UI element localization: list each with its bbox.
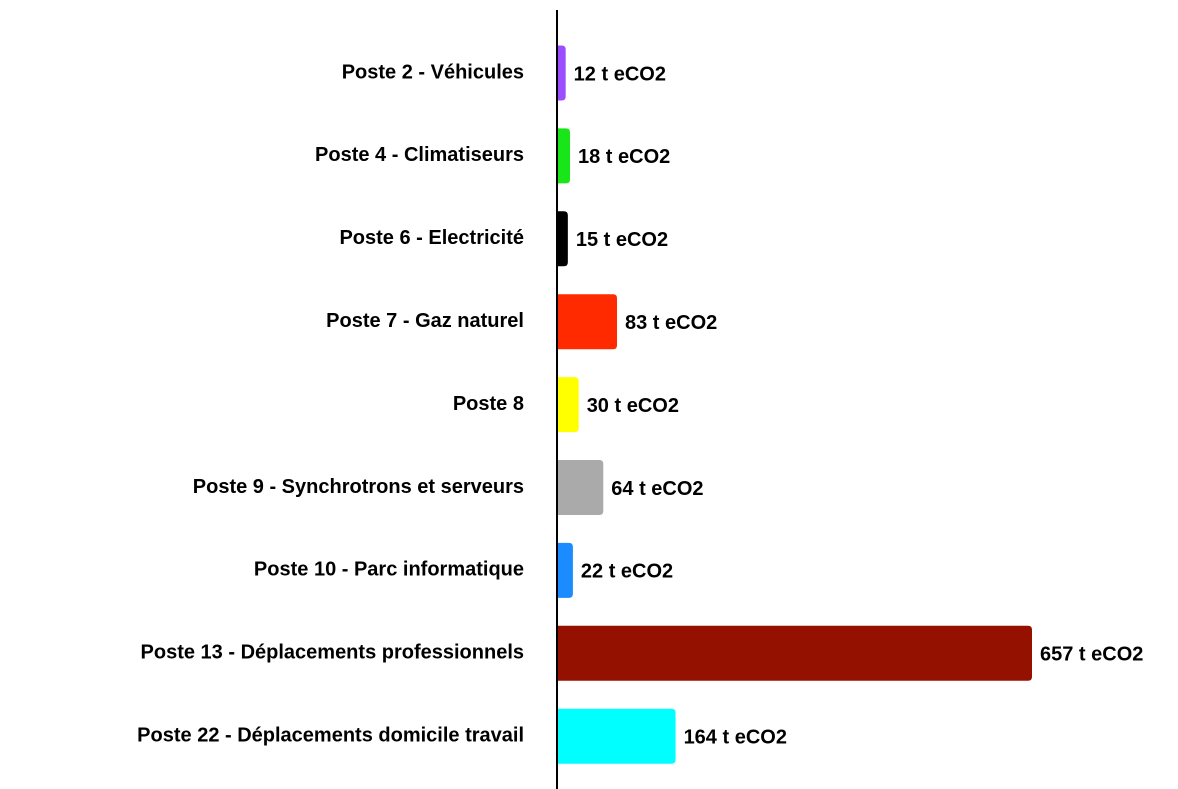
bar bbox=[557, 625, 1032, 681]
category-label: Poste 6 - Electricité bbox=[339, 227, 524, 249]
value-label: 18 t eCO2 bbox=[578, 146, 670, 168]
category-label: Poste 22 - Déplacements domicile travail bbox=[137, 724, 524, 746]
category-label: Poste 10 - Parc informatique bbox=[254, 559, 524, 581]
bar bbox=[557, 542, 573, 598]
bar bbox=[557, 377, 579, 433]
value-label: 15 t eCO2 bbox=[576, 229, 668, 251]
category-label: Poste 13 - Déplacements professionnels bbox=[141, 642, 524, 664]
value-label: 22 t eCO2 bbox=[581, 561, 673, 583]
value-label: 30 t eCO2 bbox=[587, 395, 679, 417]
category-label: Poste 7 - Gaz naturel bbox=[326, 310, 524, 332]
bar bbox=[557, 708, 676, 764]
category-label: Poste 8 bbox=[453, 393, 524, 415]
value-label: 657 t eCO2 bbox=[1040, 644, 1143, 666]
bar bbox=[557, 460, 604, 515]
value-label: 64 t eCO2 bbox=[611, 478, 703, 500]
value-label: 12 t eCO2 bbox=[574, 63, 666, 85]
category-label: Poste 9 - Synchrotrons et serveurs bbox=[193, 476, 524, 498]
bar bbox=[557, 211, 568, 267]
category-label: Poste 2 - Véhicules bbox=[342, 61, 524, 83]
value-label: 83 t eCO2 bbox=[625, 312, 717, 334]
category-label: Poste 4 - Climatiseurs bbox=[315, 144, 524, 166]
bar bbox=[557, 128, 571, 184]
value-label: 164 t eCO2 bbox=[684, 726, 787, 748]
bar bbox=[557, 45, 566, 101]
bar bbox=[557, 294, 618, 350]
